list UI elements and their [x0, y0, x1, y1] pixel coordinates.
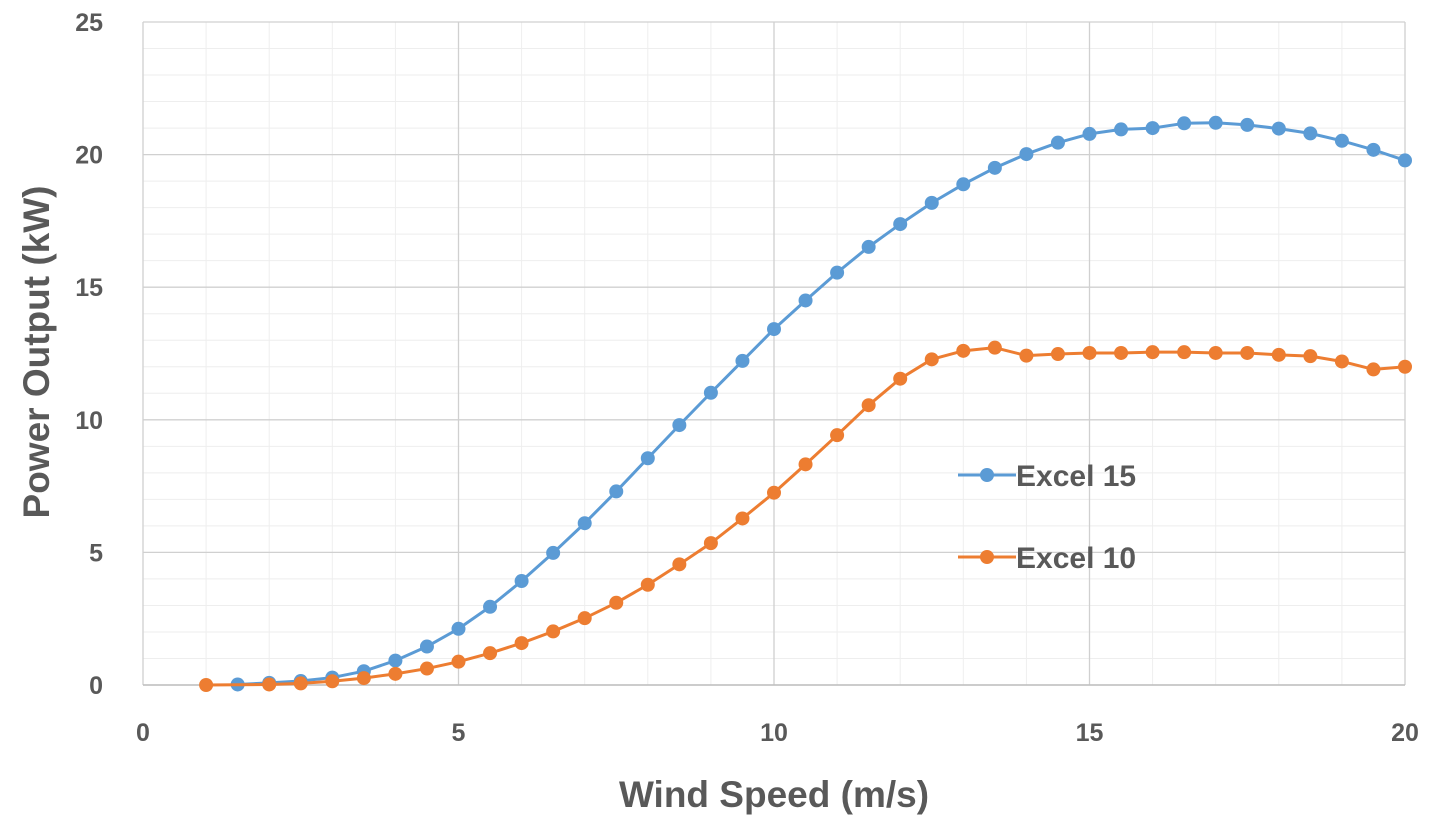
- data-point: [1114, 345, 1129, 360]
- y-tick-label: 0: [89, 672, 103, 700]
- data-point: [861, 398, 876, 413]
- x-axis-title: Wind Speed (m/s): [619, 774, 929, 815]
- series-line: [237, 121, 1406, 686]
- y-tick-label: 15: [75, 274, 103, 302]
- data-point: [199, 678, 214, 692]
- data-point: [672, 557, 687, 572]
- data-point: [924, 195, 939, 210]
- data-point: [1334, 354, 1349, 369]
- legend-label: Excel 10: [1016, 542, 1136, 575]
- series: [199, 115, 1412, 692]
- data-point: [767, 322, 781, 337]
- data-point: [1398, 359, 1412, 374]
- data-point: [1177, 116, 1192, 131]
- data-point: [1050, 135, 1065, 150]
- data-point: [514, 574, 529, 589]
- data-point: [1303, 349, 1318, 364]
- data-point: [893, 371, 908, 386]
- data-point: [577, 611, 592, 626]
- data-point: [388, 653, 403, 668]
- data-point: [483, 646, 498, 661]
- data-point: [798, 293, 813, 308]
- legend-item-2: Excel 10: [958, 542, 1136, 575]
- legend-marker: [980, 468, 994, 482]
- data-point: [609, 595, 624, 610]
- x-tick-label: 20: [1391, 719, 1419, 747]
- data-point: [767, 485, 781, 500]
- data-point: [1366, 142, 1381, 157]
- data-point: [546, 624, 561, 639]
- data-point: [419, 661, 434, 676]
- data-point: [735, 511, 750, 526]
- data-point: [1082, 345, 1097, 360]
- data-point: [956, 343, 971, 358]
- x-tick-label: 0: [136, 719, 150, 747]
- x-tick-label: 5: [452, 719, 466, 747]
- data-point: [1208, 115, 1223, 130]
- data-point: [293, 676, 308, 691]
- series-line: [206, 346, 1406, 687]
- data-point: [577, 516, 592, 531]
- legend-item-1: Excel 15: [958, 460, 1136, 493]
- data-point: [356, 671, 371, 686]
- data-point: [640, 451, 655, 466]
- x-tick-label: 10: [760, 719, 788, 747]
- y-axis-title: Power Output (kW): [16, 186, 57, 519]
- data-point: [514, 636, 529, 651]
- data-point: [546, 545, 561, 560]
- data-point: [703, 536, 718, 551]
- data-point: [640, 577, 655, 592]
- data-point: [956, 177, 971, 192]
- data-point: [1271, 347, 1286, 362]
- data-point: [419, 639, 434, 654]
- data-point: [1208, 345, 1223, 360]
- y-tick-label: 25: [75, 9, 103, 37]
- data-point: [1177, 345, 1192, 360]
- data-point: [893, 217, 908, 232]
- legend-label: Excel 15: [1016, 460, 1136, 493]
- data-point: [1114, 122, 1129, 137]
- data-point: [388, 666, 403, 681]
- data-point: [1050, 347, 1065, 362]
- data-point: [1271, 121, 1286, 136]
- data-point: [1019, 147, 1034, 162]
- data-point: [703, 385, 718, 400]
- x-tick-label: 15: [1076, 719, 1104, 747]
- data-point: [861, 239, 876, 254]
- legend: Excel 15 Excel 10: [958, 460, 1136, 575]
- data-point: [987, 160, 1002, 175]
- data-point: [672, 418, 687, 433]
- data-point: [483, 599, 498, 614]
- axes: 0 5 10 15 20 0 5 10 15 20 25: [75, 9, 1419, 747]
- data-point: [1240, 117, 1255, 132]
- data-point: [987, 340, 1002, 355]
- data-point: [1145, 121, 1160, 136]
- data-point: [1366, 362, 1381, 377]
- data-point: [325, 674, 340, 689]
- data-point: [451, 621, 466, 636]
- data-point: [735, 353, 750, 368]
- data-point: [451, 654, 466, 669]
- data-point: [1019, 348, 1034, 363]
- data-point: [830, 265, 845, 280]
- data-point: [1334, 133, 1349, 148]
- series-2: [199, 340, 1412, 692]
- data-point: [1240, 345, 1255, 360]
- data-point: [1145, 345, 1160, 360]
- y-tick-label: 20: [75, 142, 103, 170]
- data-point: [262, 677, 277, 692]
- data-point: [1303, 126, 1318, 141]
- y-tick-label: 10: [75, 407, 103, 435]
- data-point: [830, 428, 845, 443]
- data-point: [924, 352, 939, 367]
- y-tick-label: 5: [89, 539, 103, 567]
- data-point: [1398, 153, 1412, 168]
- data-point: [798, 457, 813, 472]
- data-point: [1082, 126, 1097, 141]
- legend-marker: [980, 550, 994, 564]
- data-point: [609, 484, 624, 499]
